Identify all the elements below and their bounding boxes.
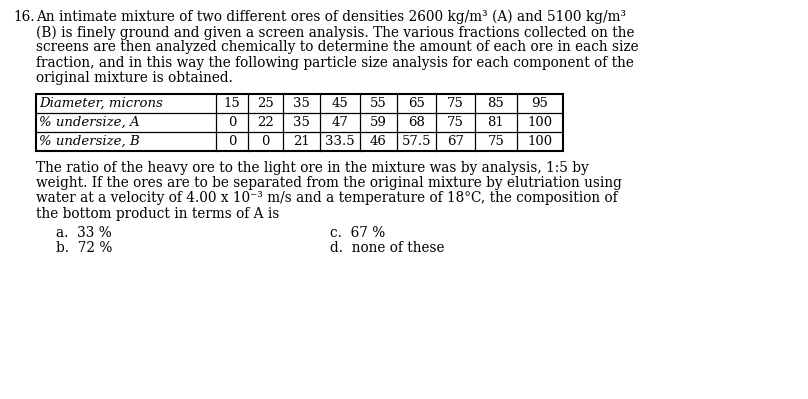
Text: % undersize, B: % undersize, B — [39, 135, 140, 148]
Text: 100: 100 — [528, 116, 553, 129]
Text: 16.: 16. — [13, 10, 35, 24]
Text: 35: 35 — [293, 97, 310, 110]
Text: Diameter, microns: Diameter, microns — [39, 97, 162, 110]
Text: The ratio of the heavy ore to the light ore in the mixture was by analysis, 1:5 : The ratio of the heavy ore to the light … — [36, 161, 589, 175]
Text: 47: 47 — [331, 116, 348, 129]
Text: 75: 75 — [487, 135, 504, 148]
Text: 100: 100 — [528, 135, 553, 148]
Text: 81: 81 — [487, 116, 504, 129]
Text: d.  none of these: d. none of these — [330, 241, 444, 255]
Text: c.  67 %: c. 67 % — [330, 226, 385, 240]
Text: 75: 75 — [447, 97, 464, 110]
Text: An intimate mixture of two different ores of densities 2600 kg/m³ (A) and 5100 k: An intimate mixture of two different ore… — [36, 10, 626, 24]
Text: 85: 85 — [487, 97, 504, 110]
Text: 15: 15 — [224, 97, 240, 110]
Text: water at a velocity of 4.00 x 10⁻³ m/s and a temperature of 18°C, the compositio: water at a velocity of 4.00 x 10⁻³ m/s a… — [36, 192, 617, 205]
Text: 59: 59 — [370, 116, 387, 129]
Text: 0: 0 — [261, 135, 270, 148]
Text: 46: 46 — [370, 135, 387, 148]
Text: original mixture is obtained.: original mixture is obtained. — [36, 71, 233, 85]
Bar — [36, 94, 563, 151]
Text: 45: 45 — [331, 97, 348, 110]
Text: a.  33 %: a. 33 % — [56, 226, 112, 240]
Text: 68: 68 — [408, 116, 425, 129]
Text: 0: 0 — [228, 116, 236, 129]
Text: the bottom product in terms of A is: the bottom product in terms of A is — [36, 207, 280, 221]
Text: 55: 55 — [370, 97, 387, 110]
Text: 65: 65 — [408, 97, 425, 110]
Text: 21: 21 — [293, 135, 310, 148]
Text: 22: 22 — [257, 116, 274, 129]
Text: fraction, and in this way the following particle size analysis for each componen: fraction, and in this way the following … — [36, 55, 633, 69]
Text: 25: 25 — [257, 97, 274, 110]
Text: 0: 0 — [228, 135, 236, 148]
Text: screens are then analyzed chemically to determine the amount of each ore in each: screens are then analyzed chemically to … — [36, 40, 638, 54]
Text: (B) is finely ground and given a screen analysis. The various fractions collecte: (B) is finely ground and given a screen … — [36, 25, 634, 40]
Text: weight. If the ores are to be separated from the original mixture by elutriation: weight. If the ores are to be separated … — [36, 176, 622, 190]
Text: 35: 35 — [293, 116, 310, 129]
Text: 67: 67 — [447, 135, 464, 148]
Text: % undersize, A: % undersize, A — [39, 116, 140, 129]
Text: b.  72 %: b. 72 % — [56, 241, 112, 255]
Text: 75: 75 — [447, 116, 464, 129]
Text: 57.5: 57.5 — [402, 135, 431, 148]
Text: 95: 95 — [532, 97, 549, 110]
Text: 33.5: 33.5 — [325, 135, 355, 148]
